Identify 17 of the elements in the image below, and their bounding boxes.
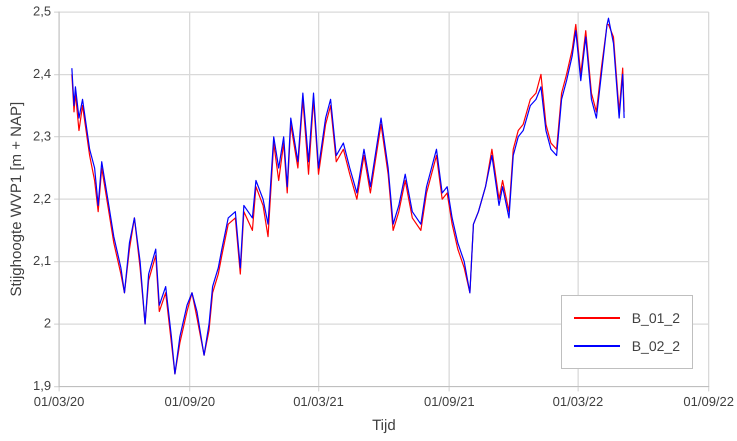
y-tick-label: 2,5 bbox=[32, 4, 52, 19]
y-tick-label: 2,4 bbox=[32, 66, 52, 81]
legend-label: B_02_2 bbox=[632, 337, 680, 356]
x-axis-title: Tijd bbox=[372, 417, 396, 434]
y-tick-label: 2,2 bbox=[32, 190, 52, 206]
x-tick-label: 01/03/21 bbox=[293, 394, 344, 409]
y-axis-title: Stijghoogte WVP1 [m + NAP] bbox=[8, 102, 26, 297]
y-tick-label: 2,3 bbox=[32, 128, 52, 144]
x-tick-label: 01/09/22 bbox=[683, 394, 734, 409]
x-tick-label: 01/03/20 bbox=[34, 394, 84, 409]
x-tick-label: 01/09/20 bbox=[164, 394, 216, 409]
legend-label: B_01_2 bbox=[632, 309, 680, 328]
x-tick-label: 01/03/22 bbox=[552, 394, 604, 409]
y-tick-label: 1,9 bbox=[32, 378, 52, 393]
y-tick-label: 2 bbox=[44, 316, 52, 331]
x-tick-label: 01/09/21 bbox=[424, 394, 475, 409]
y-tick-label: 2,1 bbox=[32, 253, 52, 268]
